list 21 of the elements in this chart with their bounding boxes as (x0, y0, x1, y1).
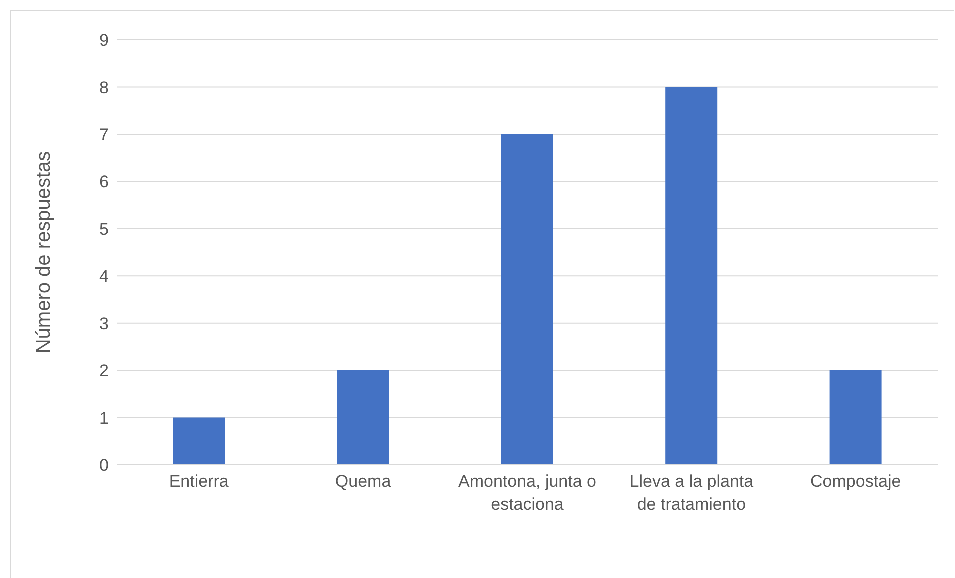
y-tick-label: 6 (100, 172, 109, 192)
y-tick-label: 1 (100, 408, 109, 428)
y-tick-label: 3 (100, 314, 109, 334)
x-tick-label: Amontona, junta o estaciona (458, 472, 596, 514)
y-tick-label: 7 (100, 125, 109, 144)
bar (173, 418, 225, 465)
x-tick-label: Lleva a la planta de tratamiento (630, 472, 754, 514)
y-tick-label: 5 (100, 220, 109, 239)
x-tick-label: Quema (335, 472, 392, 491)
y-tick-label: 8 (100, 78, 109, 98)
bar (337, 370, 390, 465)
bar (666, 87, 718, 465)
bar (501, 134, 554, 465)
y-tick-label: 4 (100, 267, 109, 286)
bar (830, 370, 882, 465)
x-tick-label: Compostaje (810, 472, 902, 491)
y-tick-label: 0 (100, 456, 109, 476)
y-tick-label: 9 (100, 31, 109, 50)
y-tick-label: 2 (100, 362, 109, 381)
y-axis-title: Número de respuestas (33, 151, 56, 354)
x-tick-label: Entierra (169, 472, 230, 491)
